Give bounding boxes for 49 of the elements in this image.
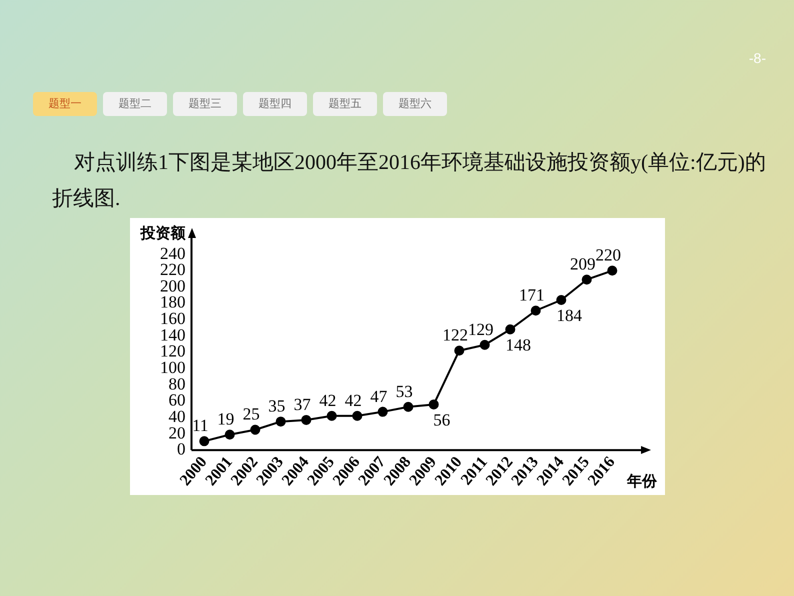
point (556, 295, 566, 306)
data-label: 35 (268, 396, 286, 416)
text: 题型四 (243, 92, 307, 116)
data-label: 25 (242, 404, 260, 424)
data-label: 37 (294, 394, 312, 414)
data-label: 19 (217, 410, 234, 429)
point (301, 414, 312, 425)
point (505, 324, 516, 334)
y-axis-title: 投资额 (140, 224, 186, 242)
data-label: 129 (468, 320, 494, 339)
data-label: 11 (192, 416, 208, 436)
point (607, 266, 618, 276)
y-tick-label: 240 (160, 244, 186, 263)
chart-title: 对点训练1下图是某地区2000年至2016年环境基础设施投资额y(单位:亿元)的折线图. (52, 149, 767, 212)
text: 题型六 (383, 92, 447, 116)
point (428, 399, 439, 410)
y-tick-label: 0 (177, 440, 186, 459)
point (199, 436, 210, 446)
data-label: 171 (519, 286, 544, 305)
point (480, 340, 490, 350)
point (378, 406, 388, 417)
point (403, 402, 414, 412)
text: 题型五 (313, 92, 377, 116)
data-label: 53 (396, 382, 413, 401)
y-tick-label: 120 (160, 342, 186, 361)
data-label: 148 (506, 335, 531, 354)
y-tick-label: 180 (160, 292, 186, 312)
data-label: 56 (433, 410, 450, 430)
point (250, 424, 260, 435)
data-label: 42 (344, 390, 362, 410)
text: 题型一 (33, 92, 97, 116)
y-tick-label: 20 (168, 423, 186, 442)
text: 题型三 (173, 92, 237, 116)
point (352, 410, 362, 421)
data-label: 47 (370, 386, 388, 406)
point (454, 346, 464, 356)
point (224, 430, 235, 440)
point (326, 410, 337, 421)
data-label: 209 (570, 254, 596, 274)
data-label: 184 (556, 306, 582, 325)
point (530, 306, 541, 316)
x-axis-title: 年份 (626, 472, 658, 490)
data-label: 42 (319, 390, 336, 410)
data-label: 220 (596, 246, 621, 265)
data-label: 122 (442, 326, 468, 345)
text: -8- (748, 50, 766, 66)
text: 题型二 (103, 92, 167, 116)
point (582, 274, 592, 285)
point (276, 416, 286, 427)
